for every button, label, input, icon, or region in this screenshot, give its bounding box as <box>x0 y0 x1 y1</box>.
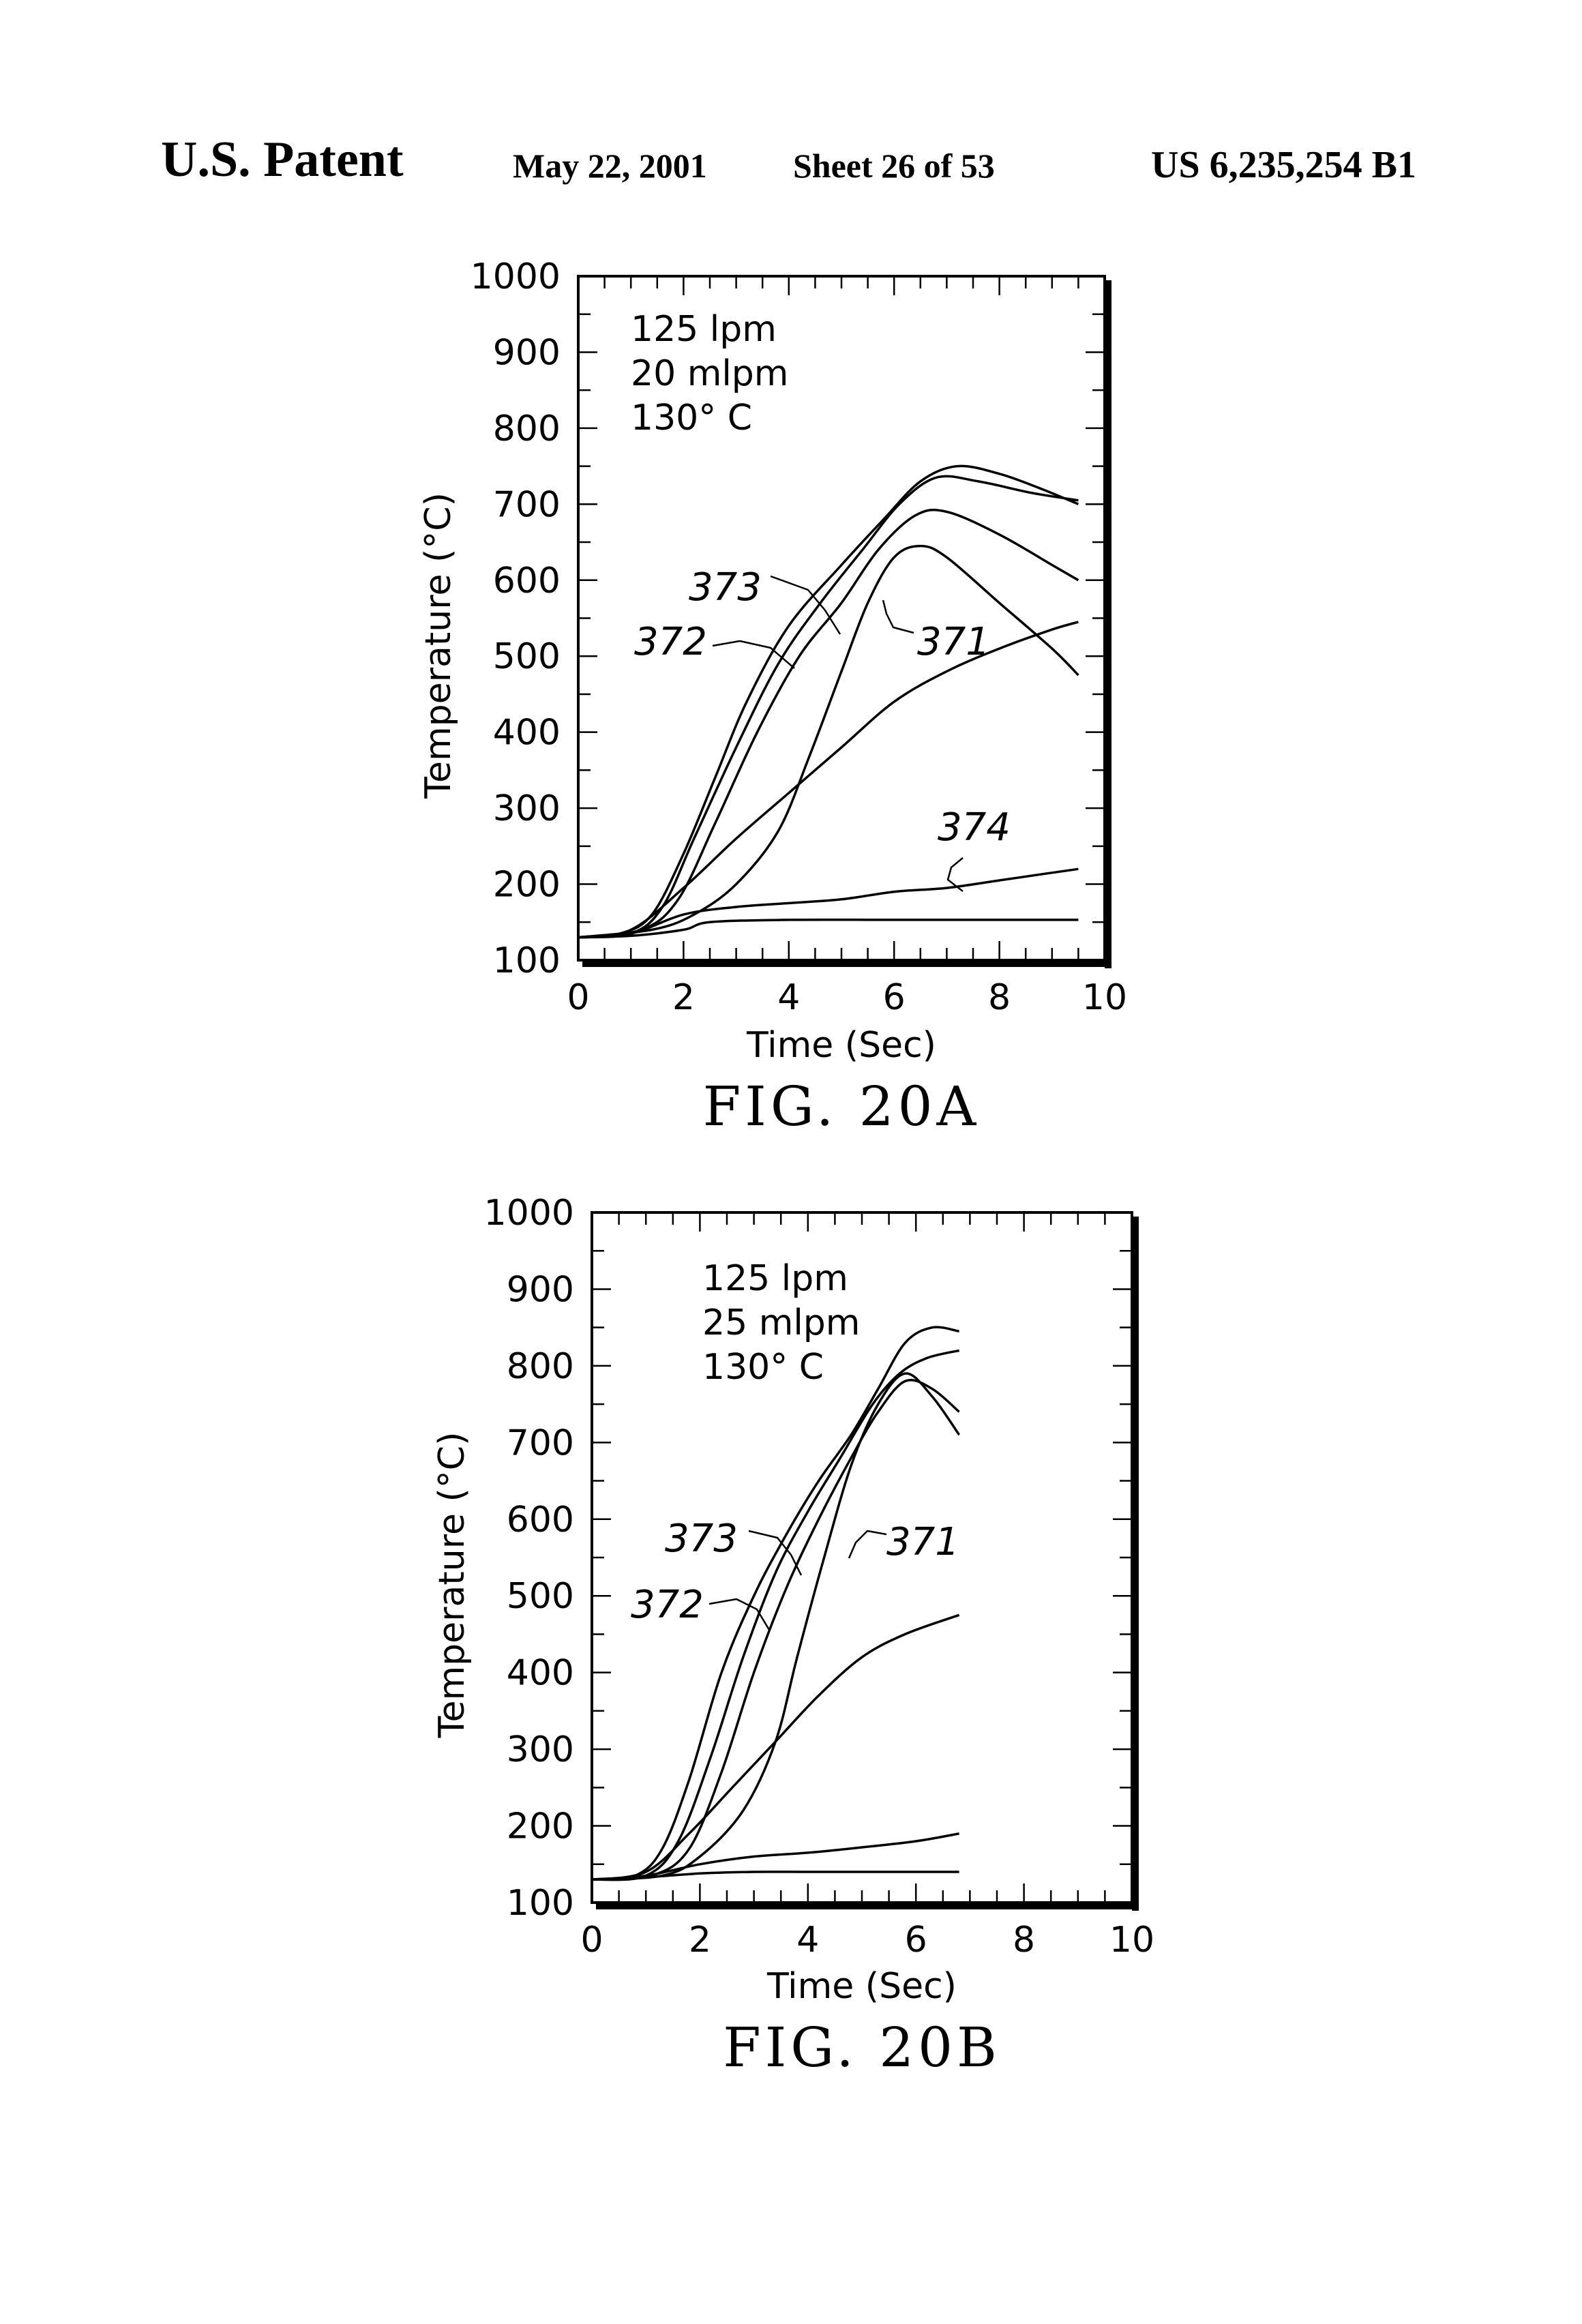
line-label-371: 371 <box>886 1520 959 1564</box>
y-tick-label: 700 <box>493 484 561 525</box>
x-tick-label: 6 <box>883 977 906 1018</box>
condition-annotation: 125 lpm <box>702 1258 848 1299</box>
condition-annotation: 25 mlpm <box>702 1302 860 1343</box>
y-tick-label: 900 <box>493 332 561 373</box>
condition-annotation: 125 lpm <box>631 309 777 350</box>
leader-line-371 <box>849 1531 886 1558</box>
figure-caption: FIG. 20A <box>703 1075 981 1138</box>
x-tick-label: 8 <box>1013 1920 1035 1961</box>
y-tick-label: 300 <box>493 788 561 829</box>
x-axis-label: Time (Sec) <box>766 1966 957 2007</box>
y-tick-label: 900 <box>507 1269 574 1310</box>
x-tick-label: 0 <box>567 977 589 1018</box>
y-tick-label: 800 <box>507 1346 574 1387</box>
y-tick-label: 500 <box>507 1576 574 1617</box>
x-tick-label: 4 <box>796 1920 819 1961</box>
y-tick-label: 500 <box>493 636 561 677</box>
line-label-371: 371 <box>917 620 990 664</box>
x-tick-label: 2 <box>689 1920 711 1961</box>
line-label-372: 372 <box>634 620 707 664</box>
y-tick-label: 600 <box>507 1500 574 1540</box>
series-line-5 <box>578 622 1078 938</box>
condition-annotation: 20 mlpm <box>631 353 788 394</box>
x-tick-label: 0 <box>580 1920 603 1961</box>
series-line-3 <box>592 1380 959 1880</box>
line-label-374: 374 <box>938 805 1011 850</box>
series-line-6 <box>578 869 1078 937</box>
y-tick-label: 600 <box>493 561 561 601</box>
y-axis-label: Temperature (°C) <box>418 492 459 799</box>
line-label-372: 372 <box>631 1583 704 1627</box>
series-line-5 <box>592 1615 959 1879</box>
figure-caption: FIG. 20B <box>723 2016 1001 2079</box>
chart-fig-20a: 100 200 300 400 500 600 700 800 900 1000 0 2 4 6 8 10 Ti… <box>418 256 1127 1138</box>
y-tick-label: 800 <box>493 408 561 449</box>
condition-annotation: 130° C <box>631 398 752 438</box>
y-tick-label: 100 <box>507 1883 574 1924</box>
y-tick-label: 200 <box>507 1806 574 1847</box>
series-line-3 <box>578 510 1078 938</box>
y-tick-label: 300 <box>507 1729 574 1770</box>
line-label-373: 373 <box>689 565 762 610</box>
x-tick-label: 10 <box>1082 977 1127 1018</box>
x-tick-label: 2 <box>672 977 695 1018</box>
y-tick-label: 100 <box>493 940 561 981</box>
y-tick-label: 700 <box>507 1422 574 1463</box>
chart-fig-20b: 100 200 300 400 500 600 700 800 900 1000 0 2 4 6 8 10 Ti… <box>432 1193 1154 2079</box>
x-axis-label: Time (Sec) <box>746 1025 936 1066</box>
line-label-373: 373 <box>665 1517 738 1561</box>
y-axis-label: Temperature (°C) <box>432 1432 473 1739</box>
x-tick-label: 6 <box>905 1920 927 1961</box>
y-tick-label: 200 <box>493 865 561 906</box>
leader-line-372 <box>713 641 794 668</box>
x-tick-label: 4 <box>777 977 800 1018</box>
y-tick-label: 400 <box>507 1653 574 1694</box>
y-tick-label: 1000 <box>484 1193 574 1234</box>
condition-annotation: 130° C <box>702 1347 824 1388</box>
leader-line-371 <box>883 600 914 633</box>
y-tick-label: 400 <box>493 713 561 754</box>
x-tick-label: 8 <box>988 977 1011 1018</box>
x-tick-label: 10 <box>1109 1920 1154 1961</box>
y-tick-label: 1000 <box>471 256 561 297</box>
